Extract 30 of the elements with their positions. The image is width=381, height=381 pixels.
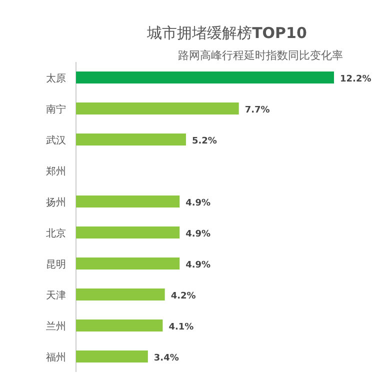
y-tick-label: 天津	[46, 290, 66, 302]
data-label: 4.1%	[168, 322, 194, 332]
data-label: 3.4%	[154, 354, 179, 364]
y-tick-label: 太原	[46, 72, 66, 84]
bar	[76, 72, 334, 84]
y-tick-label: 武汉	[46, 134, 66, 146]
data-label: 4.2%	[170, 292, 196, 302]
y-tick-label: 郑州	[46, 166, 66, 178]
data-label: 5.2%	[192, 136, 217, 146]
y-tick-label: 福州	[46, 352, 66, 364]
data-label: 7.7%	[244, 106, 270, 116]
data-label: 4.9%	[186, 260, 211, 270]
bar	[76, 102, 239, 114]
data-label: 12.2%	[340, 74, 372, 84]
bar	[76, 196, 180, 208]
bar	[76, 320, 163, 332]
y-tick-label: 北京	[46, 228, 66, 240]
y-tick-label: 南宁	[46, 104, 66, 116]
bar	[76, 226, 180, 238]
chart-subtitle: 路网高峰行程延时指数同比变化率	[178, 49, 343, 62]
bar	[76, 134, 186, 146]
data-label: 4.9%	[186, 230, 211, 240]
bar	[76, 288, 165, 300]
bar	[76, 350, 148, 362]
bar	[76, 258, 180, 270]
y-tick-label: 昆明	[46, 260, 66, 270]
y-tick-label: 兰州	[46, 320, 66, 332]
chart-title: 城市拥堵缓解榜TOP10	[146, 24, 307, 42]
data-label: 4.9%	[186, 198, 211, 208]
y-tick-label: 扬州	[46, 196, 66, 208]
